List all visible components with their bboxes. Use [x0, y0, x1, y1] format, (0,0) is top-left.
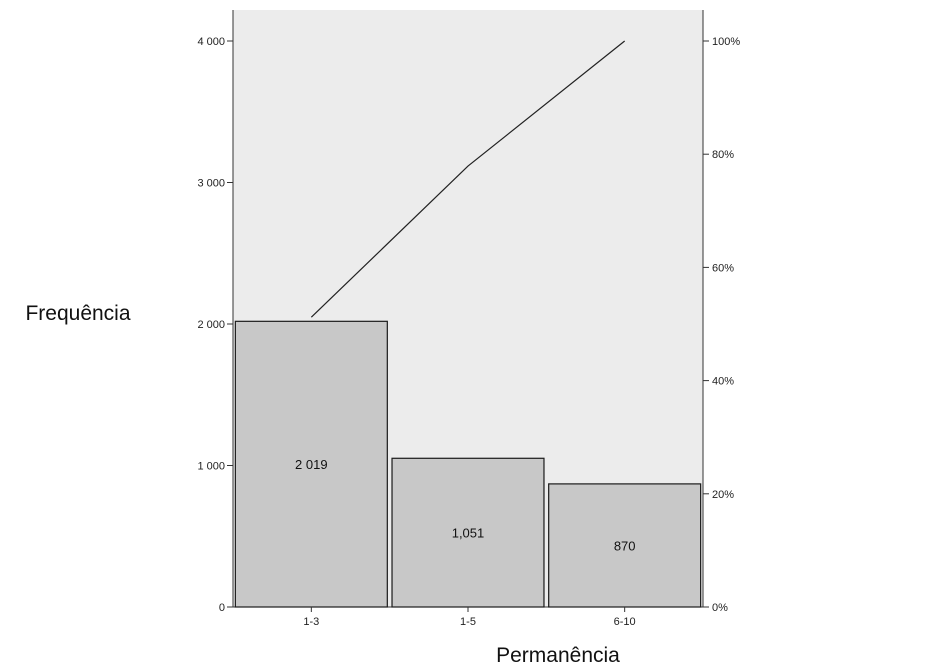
- left-tick-label: 3 000: [197, 178, 225, 190]
- left-axis-ticks: 0 1 000 2 000 3 000 4 000: [197, 36, 233, 614]
- right-tick-label: 40%: [712, 376, 734, 388]
- x-tick-label: 1-5: [460, 616, 476, 628]
- bar-6-10: [548, 483, 702, 608]
- cumulative-percent-line: [310, 40, 626, 318]
- right-tick-label: 80%: [712, 149, 734, 161]
- x-tick-label: 1-3: [303, 616, 319, 628]
- right-axis-ticks: 0% 20% 40% 60% 80% 100%: [703, 36, 740, 614]
- right-tick-label: 100%: [712, 36, 740, 48]
- right-tick-label: 0%: [712, 602, 728, 614]
- right-tick-label: 60%: [712, 262, 734, 274]
- x-axis-ticks: 1-3 1-5 6-10: [303, 607, 636, 628]
- right-tick-label: 20%: [712, 489, 734, 501]
- left-tick-label: 2 000: [197, 319, 225, 331]
- left-tick-label: 4 000: [197, 36, 225, 48]
- bar-value-label: 2 019: [295, 457, 328, 472]
- left-tick-label: 0: [219, 602, 225, 614]
- bar-1-5: [391, 457, 545, 608]
- bars: [234, 320, 702, 608]
- bar-value-label: 870: [614, 538, 636, 553]
- left-tick-label: 1 000: [197, 461, 225, 473]
- x-axis-title: Permanência: [496, 644, 620, 667]
- bar-value-labels: 2 019 1,051 870: [295, 457, 635, 553]
- x-tick-label: 6-10: [614, 616, 636, 628]
- bar-value-label: 1,051: [452, 526, 485, 541]
- bar-1-3: [234, 320, 388, 608]
- y-axis-title: Frequência: [25, 302, 130, 325]
